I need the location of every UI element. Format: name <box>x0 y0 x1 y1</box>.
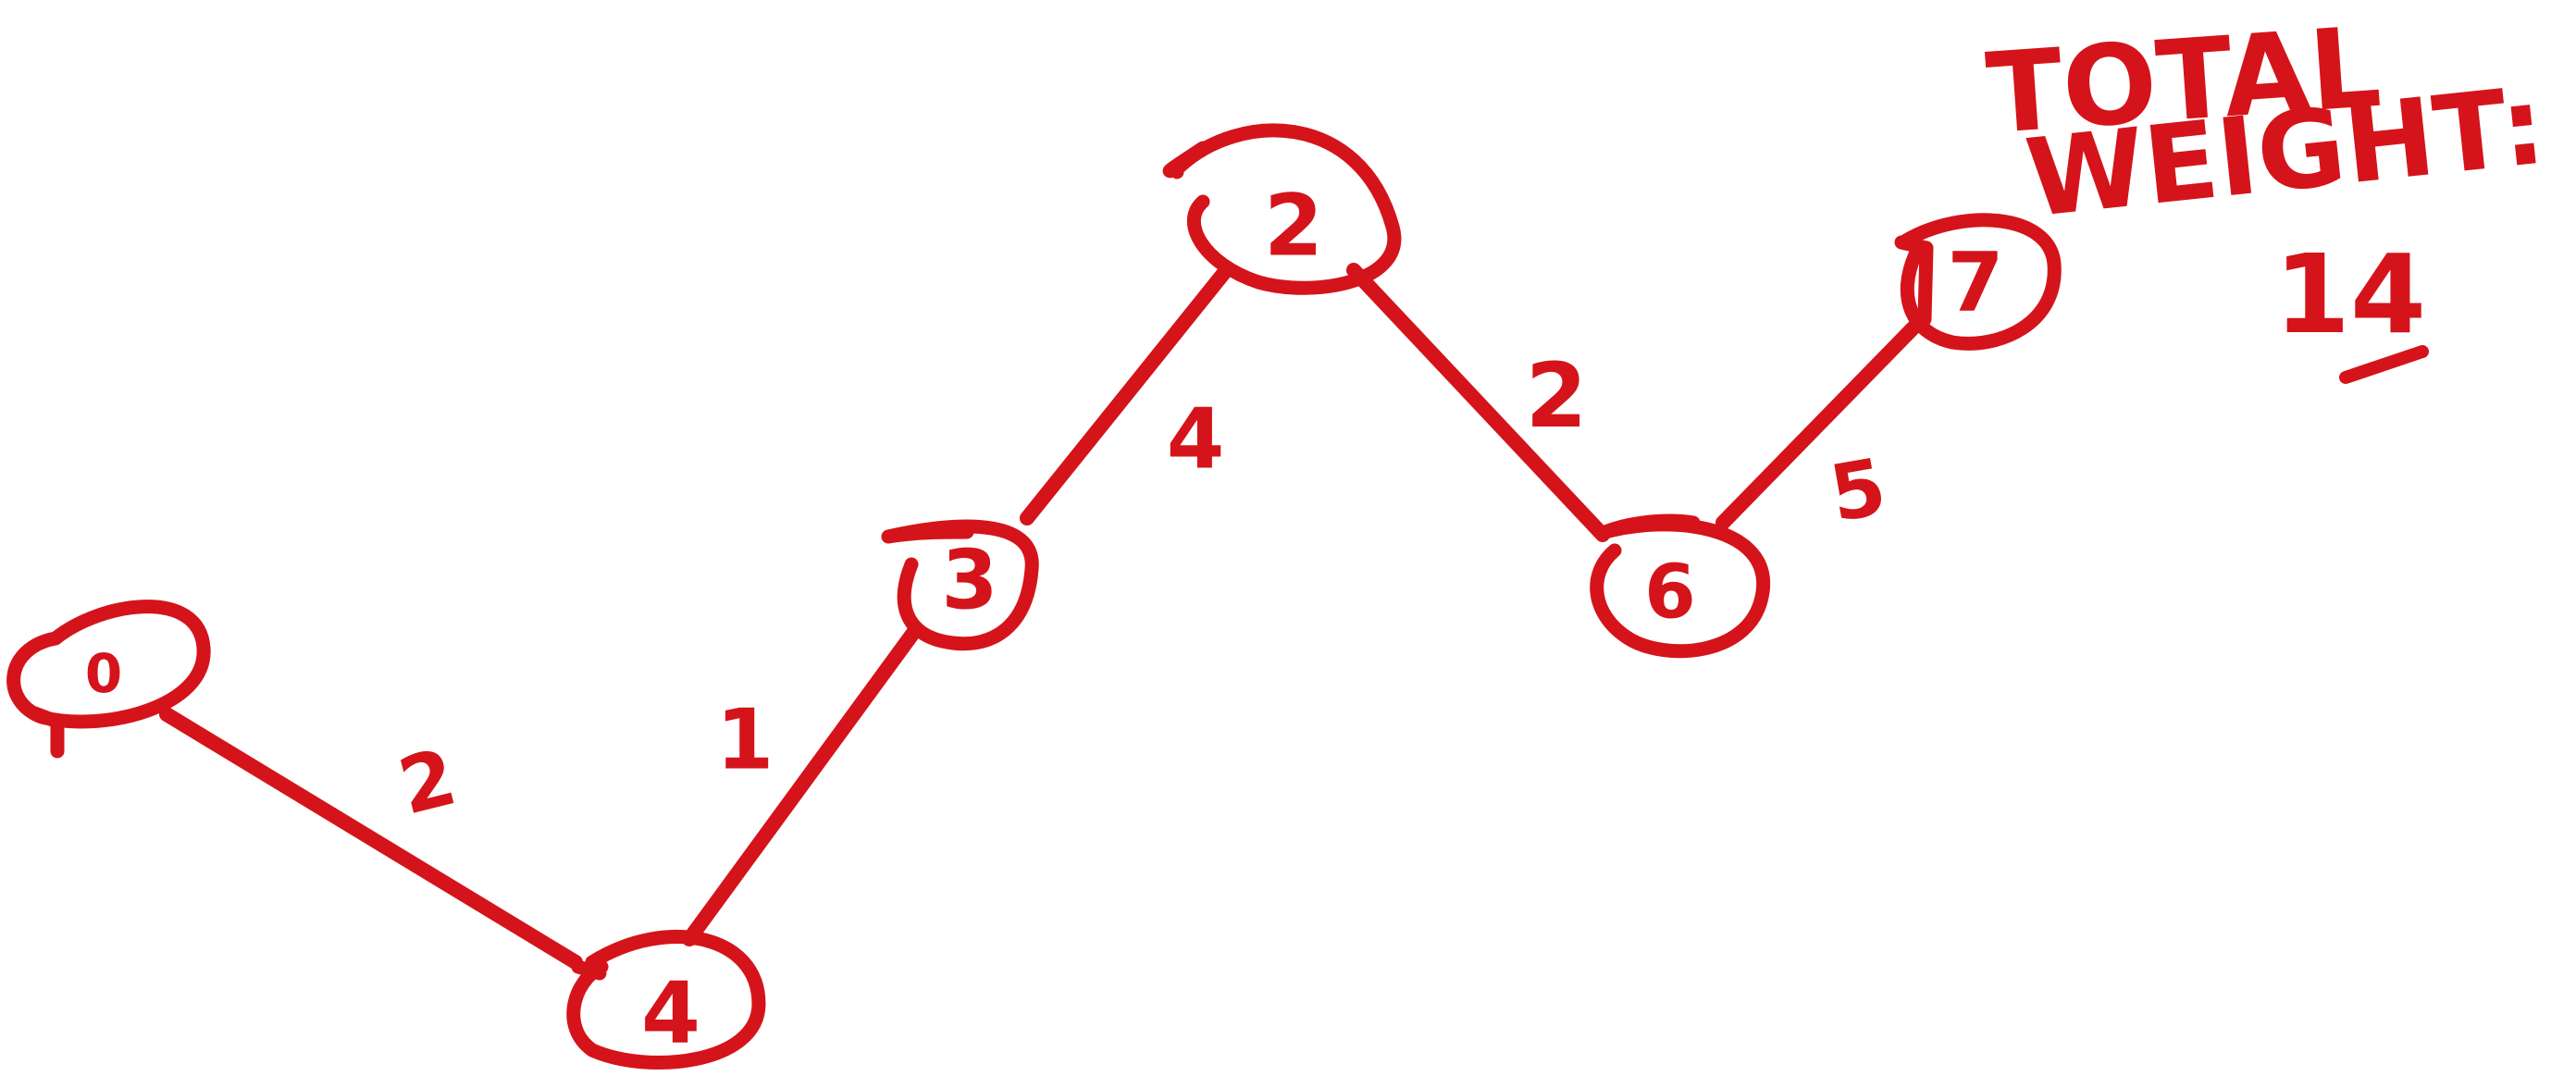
total-weight-underline <box>2339 345 2429 384</box>
edge-weight-6-7: 5 <box>1824 441 1893 540</box>
node-label-6: 6 <box>1644 550 1696 636</box>
edge-weight-group: 2 1 4 2 5 <box>390 344 1893 833</box>
node-label-0: 0 <box>85 642 122 705</box>
edge-2-6 <box>1346 263 1610 542</box>
edge-weight-3-2: 4 <box>1167 391 1225 489</box>
edge-weight-0-4: 2 <box>390 731 464 832</box>
total-weight-annotation: TOTAL WEIGHT: 14 <box>1983 4 2550 384</box>
node-group: 0 2 3 4 6 7 <box>6 123 2062 1070</box>
total-weight-value: 14 <box>2274 230 2426 358</box>
total-weight-line1: TOTAL <box>1983 4 2384 159</box>
edge-weight-4-3: 1 <box>716 692 774 789</box>
edge-4-3 <box>682 622 923 946</box>
node-0: 0 <box>6 600 211 759</box>
node-label-4: 4 <box>641 964 700 1063</box>
node-label-2: 2 <box>1264 177 1323 276</box>
edge-weight-2-6: 2 <box>1526 344 1588 448</box>
node-7: 7 <box>1894 213 2062 351</box>
edge-0-4 <box>159 707 583 970</box>
node-6: 6 <box>1590 513 1771 659</box>
edge-6-7 <box>1715 316 1925 530</box>
edge-3-2 <box>1020 266 1231 526</box>
node-3: 3 <box>881 519 1039 651</box>
node-4: 4 <box>566 930 766 1070</box>
node-label-7: 7 <box>1947 235 2003 330</box>
node-2: 2 <box>1162 123 1402 295</box>
node-label-3: 3 <box>941 533 997 628</box>
edge-group <box>159 263 1925 970</box>
